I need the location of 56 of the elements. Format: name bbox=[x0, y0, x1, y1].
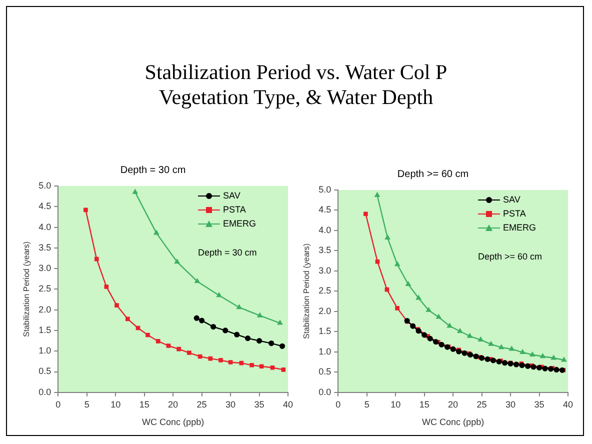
x-tick-label: 35 bbox=[534, 399, 544, 410]
y-tick-label: 5.0 bbox=[318, 184, 332, 194]
legend-label: EMERG bbox=[223, 218, 256, 228]
x-tick-label: 40 bbox=[562, 399, 574, 410]
x-tick-label: 0 bbox=[56, 399, 61, 410]
legend-label: SAV bbox=[223, 190, 240, 200]
y-tick-label: 0.5 bbox=[38, 366, 52, 376]
y-tick-label: 3.5 bbox=[38, 242, 52, 252]
x-tick-label: 30 bbox=[226, 399, 236, 410]
x-tick-label: 20 bbox=[448, 399, 458, 410]
x-tick-label: 10 bbox=[110, 399, 121, 410]
y-tick-label: 1.5 bbox=[38, 324, 52, 335]
x-tick-label: 30 bbox=[506, 399, 516, 410]
y-tick-label: 1.0 bbox=[318, 346, 332, 356]
x-tick-label: 10 bbox=[390, 399, 401, 410]
annotation: Depth = 30 cm bbox=[198, 247, 257, 258]
text: Stabilization Period vs. Water Col P bbox=[144, 60, 448, 85]
y-tick-label: 0.5 bbox=[318, 366, 332, 377]
x-tick-label: 5 bbox=[84, 399, 90, 410]
text: Vegetation Type, & Water Depth bbox=[158, 85, 434, 110]
x-tick-label: 40 bbox=[282, 399, 294, 410]
x-tick-label: 15 bbox=[139, 399, 150, 410]
legend-label: EMERG bbox=[503, 222, 536, 232]
y-tick-label: 0.0 bbox=[318, 386, 332, 397]
x-tick-label: 35 bbox=[254, 399, 264, 410]
x-tick-label: 15 bbox=[419, 399, 430, 410]
y-tick-label: 1.0 bbox=[38, 346, 52, 356]
x-axis-title: WC Conc (ppb) bbox=[422, 417, 484, 428]
legend-label: PSTA bbox=[503, 208, 526, 218]
y-tick-label: 4.5 bbox=[38, 201, 52, 212]
y-tick-label: 3.0 bbox=[318, 265, 332, 276]
y-tick-label: 2.5 bbox=[38, 284, 52, 294]
x-tick-label: 25 bbox=[196, 399, 207, 410]
y-tick-label: 4.0 bbox=[38, 222, 52, 232]
y-tick-label: 2.5 bbox=[318, 286, 332, 296]
x-axis-title: WC Conc (ppb) bbox=[142, 417, 204, 428]
y-tick-label: 0.0 bbox=[38, 386, 52, 397]
y-tick-label: 4.0 bbox=[318, 224, 332, 235]
chart-title: Depth = 30 cm bbox=[120, 164, 186, 176]
y-axis-title: Stabilization Period (years) bbox=[22, 241, 32, 338]
y-tick-label: 3.5 bbox=[318, 245, 332, 256]
x-tick-label: 25 bbox=[476, 399, 487, 410]
annotation: Depth >= 60 cm bbox=[478, 251, 542, 262]
y-tick-label: 2.0 bbox=[38, 304, 52, 314]
x-tick-label: 20 bbox=[168, 399, 178, 410]
y-tick-label: 4.5 bbox=[318, 204, 332, 215]
y-tick-label: 1.5 bbox=[318, 326, 332, 336]
x-tick-label: 5 bbox=[364, 399, 370, 410]
y-tick-label: 2.0 bbox=[318, 306, 332, 316]
y-tick-label: 3.0 bbox=[38, 263, 52, 274]
legend-label: PSTA bbox=[223, 204, 246, 214]
legend-label: SAV bbox=[503, 194, 520, 204]
x-tick-label: 0 bbox=[336, 399, 341, 410]
y-tick-label: 5.0 bbox=[38, 180, 52, 190]
chart-title: Depth >= 60 cm bbox=[397, 168, 469, 180]
y-axis-title: Stabilization Period (years) bbox=[302, 243, 312, 340]
